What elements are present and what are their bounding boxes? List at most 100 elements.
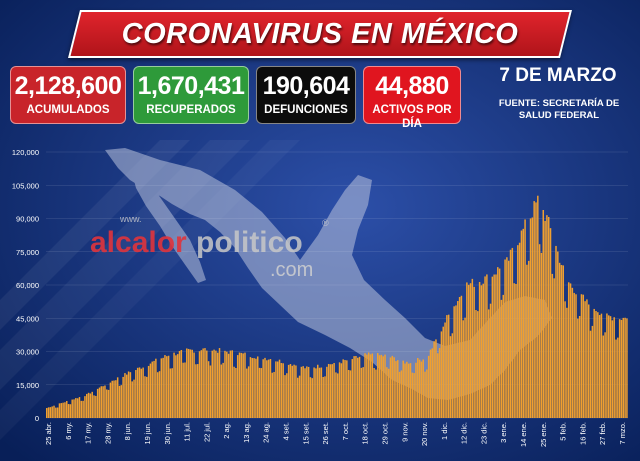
x-tick-label: 3 ene.: [499, 422, 508, 443]
bar: [537, 195, 539, 418]
bar: [517, 245, 519, 418]
bar: [491, 276, 494, 418]
bar: [340, 363, 343, 418]
bar: [429, 349, 432, 418]
bar: [313, 367, 315, 418]
stat-value-recuperados: 1,670,431: [137, 72, 245, 100]
bar: [364, 353, 366, 418]
bar: [196, 364, 199, 418]
bar: [347, 369, 350, 418]
bar: [607, 315, 610, 418]
bar: [355, 355, 357, 418]
mexico-map-silhouette: [105, 148, 552, 400]
bar: [442, 326, 444, 418]
bar: [153, 360, 155, 418]
bar: [171, 368, 173, 418]
bar: [344, 360, 346, 418]
bar: [555, 245, 557, 418]
bar: [238, 352, 241, 418]
bar: [266, 360, 268, 418]
y-tick-label: 60,000: [16, 281, 39, 290]
x-tick-label: 2 ag.: [222, 422, 231, 439]
y-tick-label: 75,000: [16, 248, 39, 257]
bar: [176, 354, 179, 418]
bar: [175, 355, 177, 418]
bar: [215, 350, 217, 418]
bar: [584, 301, 586, 418]
bar: [291, 365, 294, 418]
bar: [444, 322, 446, 418]
bar: [373, 368, 375, 418]
bar: [84, 396, 86, 418]
bar: [131, 381, 133, 418]
bar: [342, 359, 344, 418]
bar: [304, 368, 306, 418]
bar: [451, 333, 454, 418]
bar: [509, 249, 512, 418]
bar: [187, 348, 190, 418]
bar: [247, 366, 250, 418]
bar: [360, 367, 363, 418]
bar: [258, 367, 261, 418]
bar: [415, 362, 417, 418]
bar: [495, 274, 497, 418]
bar: [113, 380, 115, 418]
bar: [466, 282, 468, 418]
bar: [453, 306, 455, 418]
bar: [260, 368, 263, 418]
bar: [406, 361, 408, 418]
bar: [338, 362, 341, 418]
bar: [595, 310, 597, 418]
bar: [156, 372, 159, 418]
bar: [566, 307, 568, 418]
bar: [484, 276, 486, 418]
bar: [457, 301, 459, 418]
x-tick-label: 17 my.: [84, 422, 93, 444]
bar: [226, 351, 228, 418]
bar: [189, 349, 192, 418]
bar: [471, 278, 474, 418]
x-tick-label: 23 dic.: [479, 422, 488, 444]
bar: [111, 380, 113, 418]
bar: [375, 369, 377, 418]
bar: [158, 371, 161, 418]
bar: [251, 358, 254, 418]
bar: [287, 364, 290, 418]
bar: [513, 283, 515, 418]
bar: [87, 392, 90, 418]
bar: [60, 403, 63, 418]
bar: [155, 358, 157, 418]
bar: [422, 359, 424, 418]
bar: [527, 260, 530, 418]
bar: [142, 367, 144, 418]
bar: [335, 372, 337, 418]
bar: [575, 294, 577, 418]
bar: [224, 350, 226, 418]
bar: [524, 219, 526, 418]
bar: [53, 405, 55, 418]
watermark-brand-b: politico: [196, 226, 303, 259]
bar: [64, 402, 66, 418]
bar: [387, 368, 390, 418]
bar: [420, 361, 423, 418]
bar: [253, 358, 255, 418]
bar: [489, 303, 492, 418]
y-tick-label: 0: [35, 414, 39, 423]
bar: [386, 367, 388, 418]
x-tick-label: 5 feb.: [559, 422, 568, 441]
bar: [624, 317, 626, 418]
bar: [86, 393, 88, 418]
bar: [120, 385, 123, 418]
bar: [273, 371, 275, 418]
bar: [506, 257, 508, 418]
bar: [546, 215, 548, 418]
bar: [511, 247, 514, 418]
bar: [76, 398, 79, 418]
page-title: CORONAVIRUS EN MÉXICO: [121, 18, 519, 50]
bar: [55, 407, 57, 418]
bar: [407, 363, 410, 418]
bar: [473, 286, 475, 418]
bar: [200, 350, 203, 418]
bar: [209, 365, 212, 418]
bar: [384, 354, 386, 418]
